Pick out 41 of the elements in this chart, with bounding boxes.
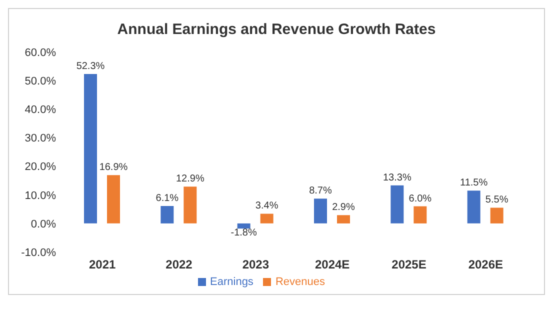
bar: [490, 208, 504, 224]
data-label: -1.8%: [230, 227, 257, 238]
bar: [467, 190, 480, 224]
chart-title: Annual Earnings and Revenue Growth Rates: [116, 21, 437, 38]
bar: [237, 223, 250, 229]
data-label: 13.3%: [382, 172, 412, 184]
x-tick-label: 2024E: [314, 258, 350, 272]
data-label: 52.3%: [76, 61, 105, 72]
bar: [314, 198, 327, 224]
x-tick-label: 2026E: [468, 258, 504, 272]
data-label: 6.1%: [156, 193, 179, 204]
x-tick-label: 2022: [166, 258, 193, 272]
data-label: 8.7%: [309, 186, 332, 197]
data-label: 16.9%: [99, 162, 128, 174]
legend-label: Revenues: [275, 276, 325, 288]
data-label: 12.9%: [176, 174, 204, 185]
bar: [414, 206, 427, 224]
x-tick-label: 2023: [242, 258, 270, 272]
y-tick-label: 30.0%: [24, 132, 56, 145]
data-label: 3.4%: [255, 200, 278, 212]
y-tick-label: 0.0%: [30, 218, 56, 230]
y-tick-label: -10.0%: [21, 246, 56, 259]
y-tick-label: 20.0%: [24, 161, 56, 174]
y-tick-label: 40.0%: [24, 104, 56, 116]
y-tick-label: 50.0%: [24, 75, 56, 88]
x-tick-label: 2021: [88, 258, 116, 272]
y-tick-label: 60.0%: [24, 46, 56, 59]
bar: [337, 215, 350, 224]
data-label: 5.5%: [485, 194, 508, 206]
y-tick-label: 10.0%: [24, 190, 56, 202]
bar: [107, 175, 120, 224]
data-label: 2.9%: [332, 202, 356, 214]
bar: [184, 186, 197, 224]
data-label: 6.0%: [408, 193, 432, 204]
x-tick-label: 2025E: [392, 258, 426, 272]
legend-label: Earnings: [210, 276, 254, 288]
bar: [84, 74, 97, 224]
bar: [260, 214, 274, 224]
bar: [390, 185, 404, 224]
bar: [160, 206, 174, 224]
data-label: 11.5%: [460, 178, 488, 189]
